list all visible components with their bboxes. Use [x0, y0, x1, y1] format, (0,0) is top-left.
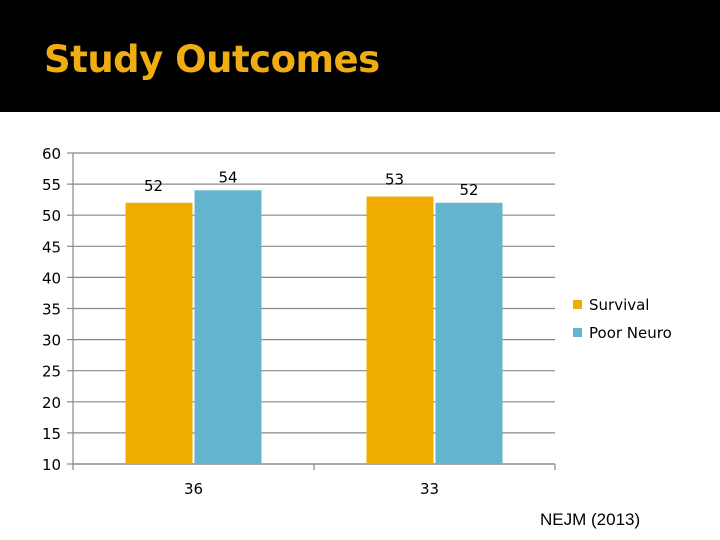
data-label: 52 [459, 181, 478, 199]
y-tick-label: 20 [42, 394, 61, 412]
legend-label: Survival [589, 296, 649, 314]
title-bar [0, 0, 720, 112]
legend-label: Poor Neuro [589, 324, 672, 342]
y-tick-label: 15 [42, 425, 61, 443]
data-label: 54 [218, 168, 237, 186]
legend-swatch [573, 300, 582, 309]
x-category-label: 36 [184, 480, 203, 498]
bar-poor-neuro [194, 190, 262, 464]
bar-poor-neuro [435, 202, 503, 464]
y-tick-label: 55 [42, 176, 61, 194]
y-tick-label: 50 [42, 207, 61, 225]
data-label: 52 [144, 177, 163, 195]
slide-title: Study Outcomes [44, 38, 380, 81]
y-tick-label: 10 [42, 456, 61, 474]
bar-survival [125, 202, 193, 464]
bar-survival [366, 196, 434, 465]
data-label: 53 [385, 171, 404, 189]
y-tick-label: 45 [42, 238, 61, 256]
y-tick-label: 40 [42, 269, 61, 287]
y-tick-label: 30 [42, 332, 61, 350]
x-category-label: 33 [420, 480, 439, 498]
y-tick-label: 60 [42, 145, 61, 163]
source-citation: NEJM (2013) [540, 510, 641, 529]
legend-swatch [573, 328, 582, 337]
y-tick-label: 35 [42, 301, 61, 319]
y-tick-label: 25 [42, 363, 61, 381]
